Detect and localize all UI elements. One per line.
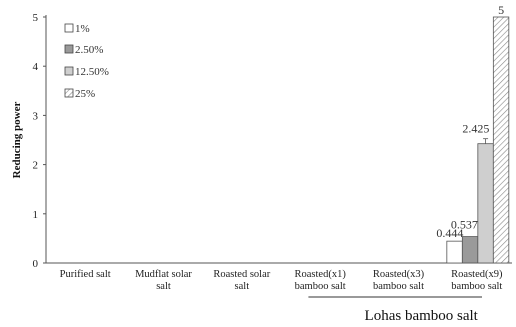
legend-swatch <box>64 66 74 76</box>
legend-swatch <box>64 44 74 54</box>
y-tick-label: 3 <box>33 110 39 122</box>
category-label-line: Roasted(x3) <box>373 269 425 280</box>
legend-label: 2.50% <box>75 44 103 56</box>
category-label-line: salt <box>156 281 171 292</box>
y-tick-label: 0 <box>33 258 39 270</box>
legend: 1% 2.50% 12.50% 25% <box>64 23 109 100</box>
category-label-line: Roasted(x9) <box>451 269 503 280</box>
category-label-line: Roasted solar <box>213 269 270 280</box>
category-label: Roasted(x9) bamboo salt <box>451 269 503 292</box>
data-label: 0.444 <box>436 226 463 240</box>
category-label: Mudflat solar salt <box>135 269 192 292</box>
y-axis-title: Reducing power <box>11 102 23 179</box>
axes: 0 1 2 3 4 5 Reducing power <box>11 12 512 270</box>
data-label: 5 <box>498 3 504 17</box>
y-tick-label: 2 <box>33 160 39 172</box>
legend-swatch <box>64 88 74 98</box>
category-label: Purified salt <box>60 269 111 280</box>
category-label-line: salt <box>235 281 250 292</box>
data-label: 2.425 <box>462 122 489 136</box>
legend-label: 1% <box>75 23 90 35</box>
bar <box>461 236 479 264</box>
legend-label: 12.50% <box>75 66 109 78</box>
group-label: Lohas bamboo salt <box>365 308 479 324</box>
category-label: Roasted(x3) bamboo salt <box>373 269 425 292</box>
bar <box>492 16 510 264</box>
y-tick-label: 4 <box>33 61 39 73</box>
y-tick-label: 1 <box>33 209 39 221</box>
bar <box>446 240 463 264</box>
category-label-line: bamboo salt <box>373 281 424 292</box>
category-label-line: Purified salt <box>60 269 111 280</box>
bar <box>477 143 494 264</box>
category-label-line: bamboo salt <box>451 281 502 292</box>
legend-label: 25% <box>75 88 95 100</box>
data-label: 0.537 <box>451 218 478 232</box>
category-label: Roasted solar salt <box>213 269 270 292</box>
category-label-line: bamboo salt <box>295 281 346 292</box>
category-label-line: Mudflat solar <box>135 269 192 280</box>
y-tick-label: 5 <box>33 12 39 24</box>
legend-swatch <box>64 23 74 33</box>
category-label-line: Roasted(x1) <box>295 269 347 280</box>
category-label: Roasted(x1) bamboo salt <box>295 269 347 292</box>
